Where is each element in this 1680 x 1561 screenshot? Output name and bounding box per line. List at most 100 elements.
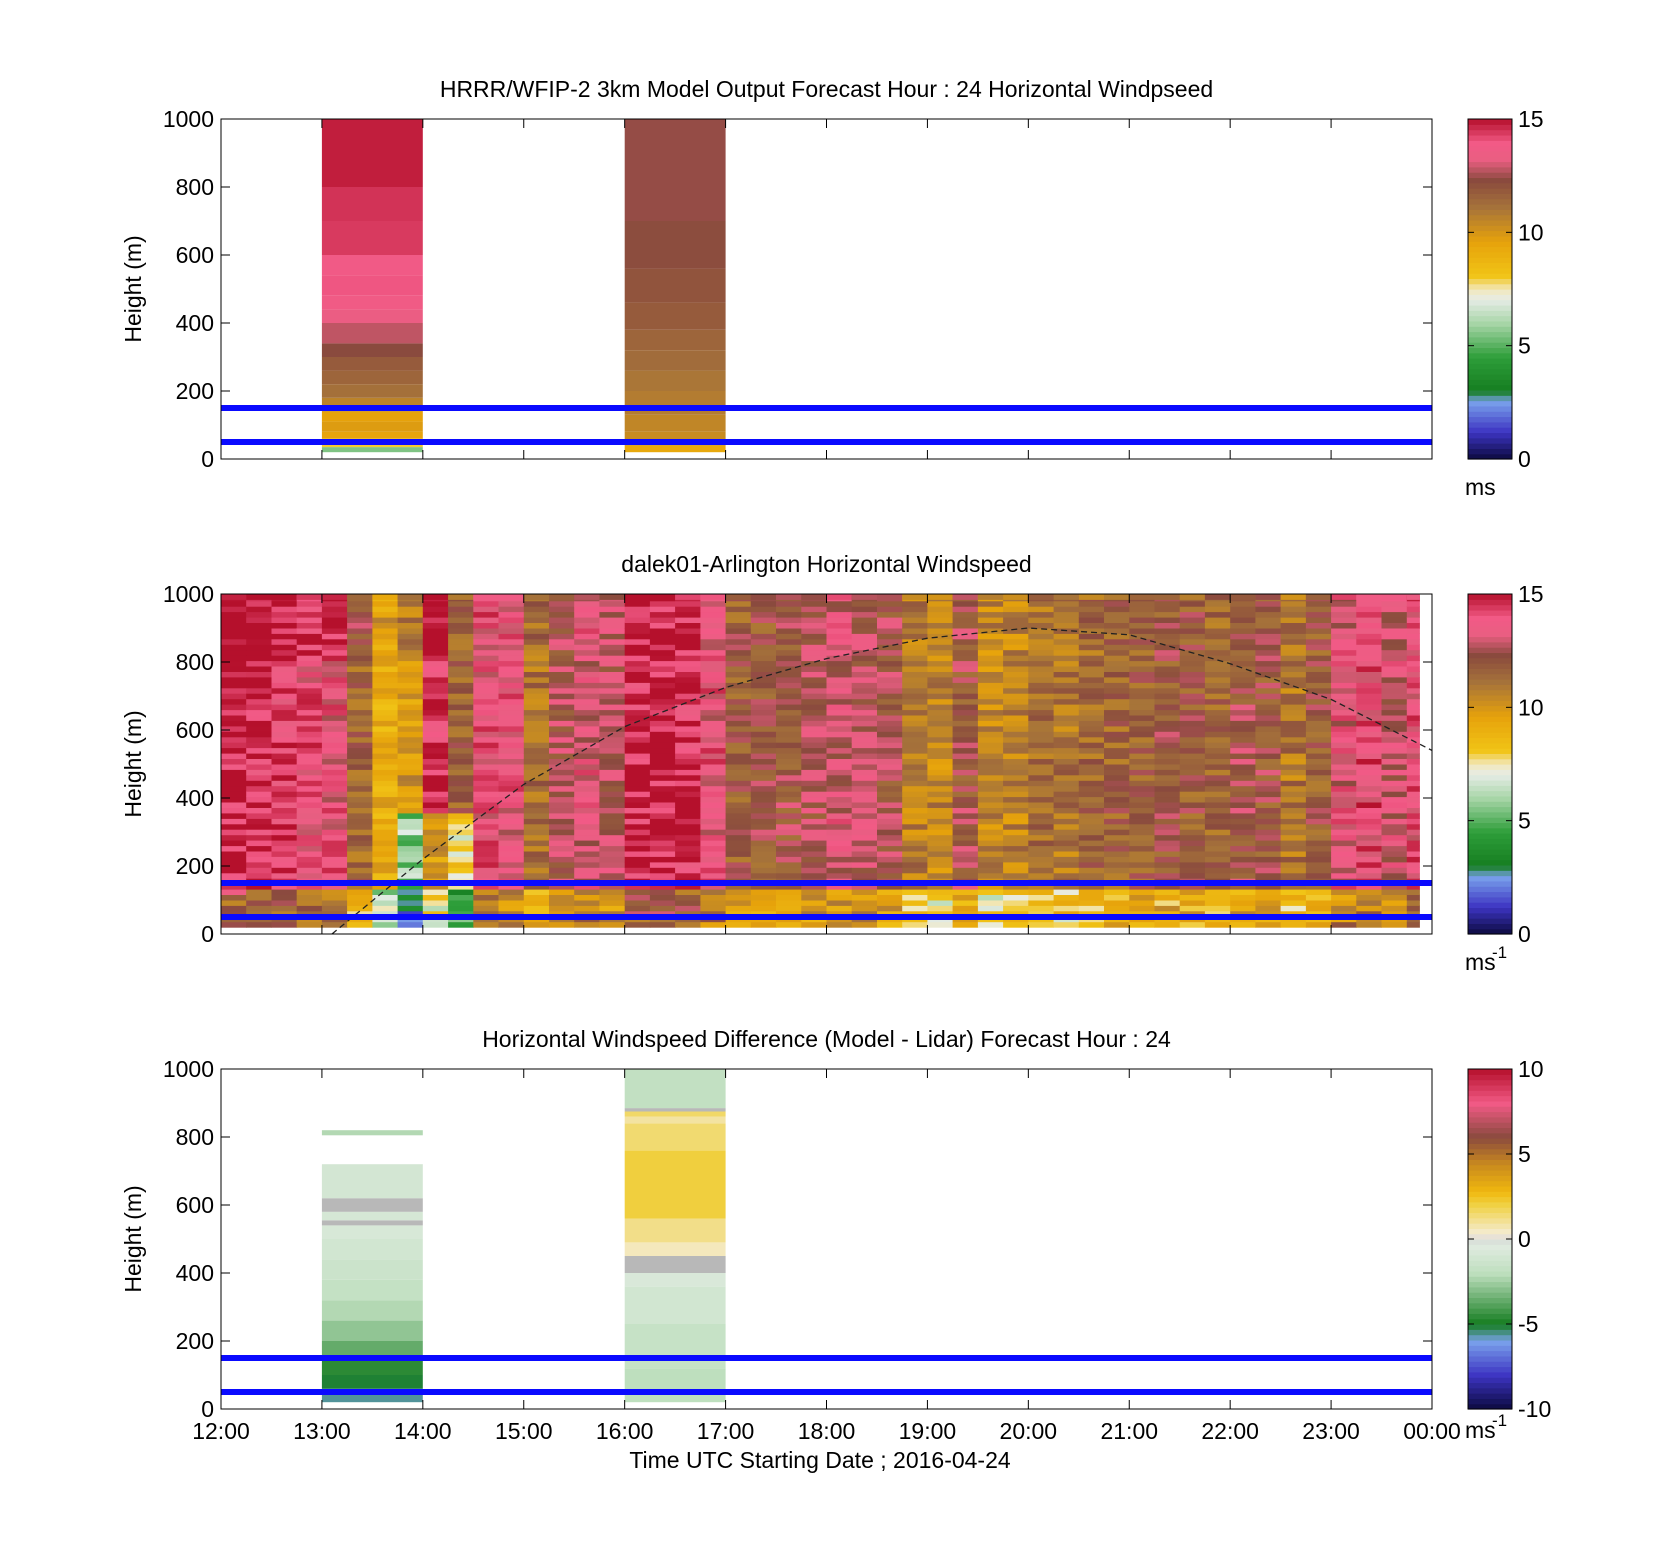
heatmap-cell <box>1280 802 1307 808</box>
heatmap-cell <box>927 807 954 814</box>
heatmap-cell <box>1078 780 1105 787</box>
colorbar-segment <box>1468 1361 1512 1368</box>
y-tick-label: 200 <box>176 853 214 879</box>
heatmap-cell <box>1280 677 1307 683</box>
heatmap-cell <box>498 834 525 841</box>
heatmap-cell <box>473 769 499 776</box>
heatmap-cell <box>321 687 348 694</box>
heatmap-cell <box>826 600 853 607</box>
heatmap-cell <box>574 671 600 678</box>
heatmap-cell <box>1381 769 1408 776</box>
heatmap-cell <box>448 785 474 792</box>
heatmap-cell <box>1129 660 1155 667</box>
heatmap-cell <box>523 628 550 634</box>
heatmap-cell <box>372 638 399 645</box>
heatmap-cell <box>397 845 424 852</box>
heatmap-cell <box>776 905 802 912</box>
heatmap-cell <box>675 872 701 879</box>
heatmap-cell <box>574 910 600 917</box>
heatmap-cell <box>321 638 348 645</box>
heatmap-cell <box>1028 758 1054 765</box>
colorbar-segment <box>1468 342 1512 349</box>
heatmap-cell <box>221 638 247 645</box>
heatmap-cell <box>271 736 298 743</box>
heatmap-cell <box>1305 725 1332 732</box>
y-tick-label: 600 <box>176 242 214 268</box>
heatmap-cell <box>1305 856 1332 863</box>
heatmap-cell <box>372 758 399 765</box>
heatmap-cell <box>347 747 373 754</box>
colorbar-segment <box>1468 615 1512 622</box>
heatmap-cell <box>1356 709 1382 716</box>
heatmap-cell <box>574 845 600 852</box>
heatmap-cell <box>397 715 424 721</box>
heatmap-cell <box>1305 649 1332 656</box>
heatmap-cell <box>750 753 777 759</box>
heatmap-cell <box>851 644 878 651</box>
heatmap-cell <box>321 1341 423 1358</box>
y-tick-label: 200 <box>176 378 214 404</box>
heatmap-cell <box>1028 921 1054 928</box>
colorbar-segment <box>1468 1095 1512 1102</box>
heatmap-cell <box>1230 851 1256 857</box>
heatmap-cell <box>1003 802 1029 808</box>
heatmap-cell <box>422 687 449 694</box>
heatmap-cell <box>1003 655 1029 662</box>
heatmap-cell <box>372 900 399 906</box>
heatmap-cell <box>700 807 727 814</box>
heatmap-cell <box>649 774 676 781</box>
heatmap-cell <box>574 851 600 857</box>
heatmap-cell <box>1154 900 1181 906</box>
heatmap-cell <box>750 829 777 836</box>
heatmap-cell <box>549 687 575 694</box>
heatmap-cell <box>1280 834 1307 841</box>
heatmap-cell <box>1028 872 1054 879</box>
heatmap-cell <box>246 682 272 689</box>
heatmap-cell <box>523 644 550 651</box>
heatmap-cell <box>1154 856 1181 863</box>
heatmap-cell <box>1028 861 1054 868</box>
heatmap-cell <box>624 758 651 765</box>
heatmap-cell <box>927 894 954 901</box>
colorbar-segment <box>1468 1239 1512 1245</box>
heatmap-cell <box>473 872 499 879</box>
heatmap-cell <box>1078 764 1105 770</box>
heatmap-cell <box>1078 606 1105 613</box>
heatmap-cell <box>1255 725 1282 732</box>
heatmap-cell <box>649 845 676 852</box>
heatmap-cell <box>952 600 979 607</box>
heatmap-cell <box>549 660 575 667</box>
heatmap-cell <box>1129 731 1155 738</box>
heatmap-cell <box>1230 769 1256 776</box>
heatmap-cell <box>1381 671 1408 678</box>
heatmap-cell <box>549 747 575 754</box>
heatmap-cell <box>851 883 878 890</box>
heatmap-cell <box>624 622 651 629</box>
heatmap-cell <box>1154 655 1181 662</box>
heatmap-cell <box>321 910 348 917</box>
heatmap-cell <box>1356 753 1382 759</box>
heatmap-cell <box>902 861 928 868</box>
heatmap-cell <box>1204 617 1231 623</box>
heatmap-cell <box>523 649 550 656</box>
heatmap-cell <box>902 633 928 640</box>
heatmap-cell <box>1406 823 1420 830</box>
heatmap-cell <box>750 764 777 770</box>
heatmap-cell <box>1053 802 1080 808</box>
heatmap-cell <box>1255 796 1282 803</box>
heatmap-cell <box>1003 834 1029 841</box>
heatmap-cell <box>1028 660 1054 667</box>
heatmap-cell <box>1028 736 1054 743</box>
heatmap-cell <box>700 774 727 781</box>
heatmap-cell <box>1179 829 1206 836</box>
heatmap-cell <box>1129 813 1155 819</box>
heatmap-cell <box>649 611 676 618</box>
heatmap-cell <box>549 867 575 874</box>
heatmap-cell <box>422 900 449 906</box>
heatmap-cell <box>649 861 676 868</box>
heatmap-cell <box>1104 617 1130 623</box>
heatmap-cell <box>1406 910 1420 917</box>
heatmap-cell <box>1381 742 1408 749</box>
heatmap-cell <box>221 785 247 792</box>
heatmap-cell <box>422 872 449 879</box>
